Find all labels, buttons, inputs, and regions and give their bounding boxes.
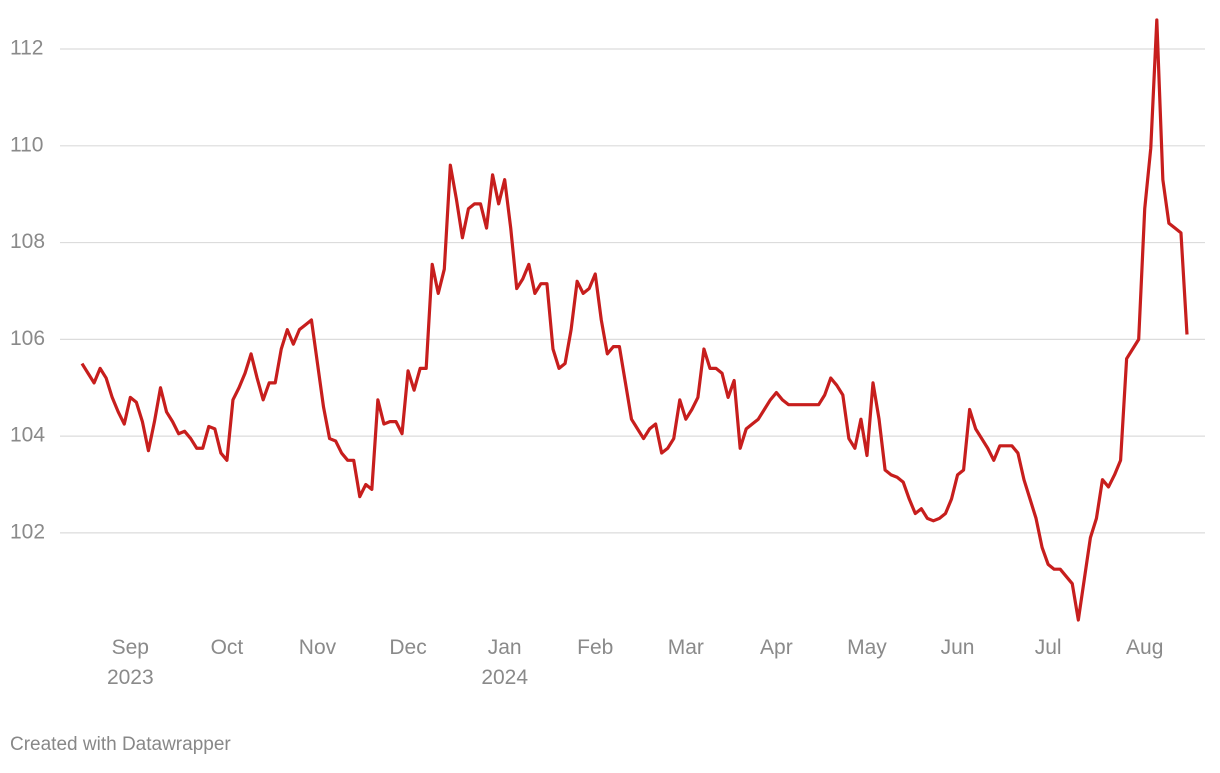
x-tick-label: Jul [1035,636,1062,659]
x-tick-label: Sep 2023 [107,636,154,689]
x-tick-label: Nov [299,636,337,659]
credit: Created with Datawrapper [10,734,231,755]
y-tick-label: 106 [10,327,45,350]
y-tick-label: 108 [10,230,45,253]
y-tick-label: 104 [10,424,45,447]
y-tick-label: 110 [10,133,43,156]
x-tick-label: Jun [941,636,975,659]
x-tick-label: Aug [1126,636,1163,659]
x-tick-label: Dec [389,636,426,659]
x-tick-label: Apr [760,636,793,659]
x-tick-label: Feb [577,636,613,659]
series-line [80,18,1189,622]
x-tick-label: Mar [668,636,704,659]
x-tick-label: May [847,636,887,659]
x-tick-label: Jan 2024 [481,636,528,689]
y-tick-label: 102 [10,520,45,543]
x-tick-label: Oct [211,636,244,659]
y-tick-label: 112 [10,37,43,60]
